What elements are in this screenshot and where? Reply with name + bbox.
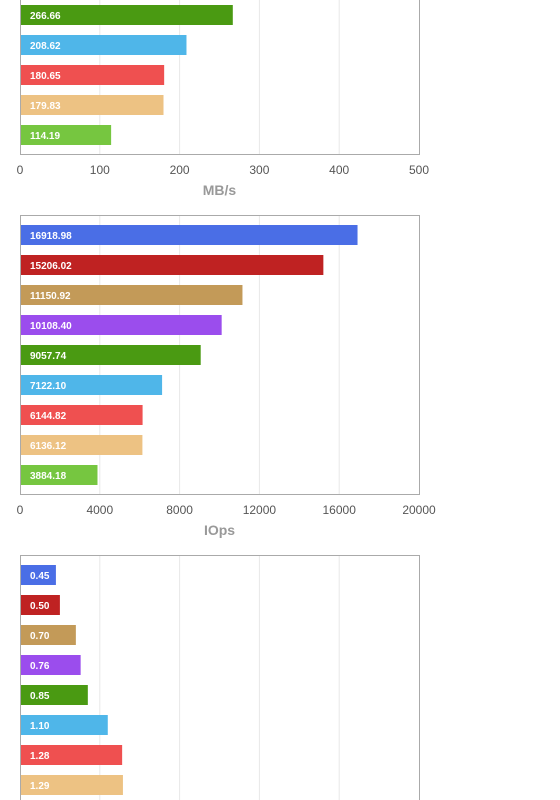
bar — [21, 435, 143, 455]
bar-value-label: 10108.40 — [30, 321, 72, 332]
bar — [21, 5, 233, 25]
bar-value-label: 0.45 — [30, 571, 50, 582]
bar — [21, 405, 143, 425]
bar-value-label: 266.66 — [30, 11, 61, 22]
bar — [21, 315, 222, 335]
bar — [21, 595, 60, 615]
bar-value-label: 0.70 — [30, 631, 50, 642]
bar — [21, 225, 358, 245]
bar-value-label: 1.29 — [30, 781, 50, 792]
bar — [21, 465, 98, 485]
bar-value-label: 15206.02 — [30, 261, 72, 272]
bar — [21, 125, 112, 145]
x-tick-label: 500 — [409, 163, 429, 177]
bar-value-label: 0.76 — [30, 661, 50, 672]
bar — [21, 285, 243, 305]
bar — [21, 685, 88, 705]
bar — [21, 715, 108, 735]
bar-value-label: 114.19 — [30, 131, 60, 142]
plot-frame — [20, 0, 420, 155]
bar-chart-2: 16918.98 15206.02 11150.92 10108.40 9057.74 7… — [17, 215, 436, 538]
bar-chart-1: 266.66 208.62 180.65 179.83 114.19 0 100 200 300… — [17, 0, 429, 198]
bar-value-label: 208.62 — [30, 41, 61, 52]
bar — [21, 625, 76, 645]
bar — [21, 65, 165, 85]
bar — [21, 35, 187, 55]
x-tick-label: 16000 — [323, 503, 357, 517]
plot-frame — [20, 555, 420, 800]
bar-value-label: 9057.74 — [30, 351, 67, 362]
bar — [21, 565, 56, 585]
x-tick-label: 0 — [17, 503, 24, 517]
bar-value-label: 11150.92 — [30, 291, 71, 302]
x-tick-label: 4000 — [86, 503, 113, 517]
x-tick-label: 8000 — [166, 503, 193, 517]
bar-value-label: 6144.82 — [30, 411, 67, 422]
x-tick-label: 200 — [170, 163, 190, 177]
x-tick-label: 12000 — [243, 503, 277, 517]
x-tick-label: 0 — [17, 163, 24, 177]
x-tick-label: 20000 — [402, 503, 436, 517]
bar — [21, 345, 201, 365]
bar — [21, 95, 164, 115]
bar — [21, 655, 81, 675]
bar-value-label: 180.65 — [30, 71, 61, 82]
bar-value-label: 0.50 — [30, 601, 50, 612]
x-tick-label: 300 — [249, 163, 269, 177]
bar-value-label: 179.83 — [30, 101, 61, 112]
bar-value-label: 0.85 — [30, 691, 50, 702]
bar — [21, 745, 123, 765]
bar — [21, 255, 324, 275]
x-axis-title: IOps — [204, 522, 235, 538]
bar — [21, 775, 123, 795]
bar-value-label: 1.28 — [30, 751, 50, 762]
x-axis-title: MB/s — [203, 182, 237, 198]
bar — [21, 375, 163, 395]
bar-value-label: 1.10 — [30, 721, 50, 732]
bar-chart-3: 0.45 0.50 0.70 0.76 0.85 1.10 1.28 1.29 — [20, 555, 420, 800]
x-tick-label: 400 — [329, 163, 349, 177]
x-tick-label: 100 — [90, 163, 110, 177]
bar-value-label: 7122.10 — [30, 381, 67, 392]
plot-frame — [20, 215, 420, 495]
bar-value-label: 6136.12 — [30, 441, 67, 452]
bar-value-label: 3884.18 — [30, 471, 67, 482]
bar-value-label: 16918.98 — [30, 231, 72, 242]
